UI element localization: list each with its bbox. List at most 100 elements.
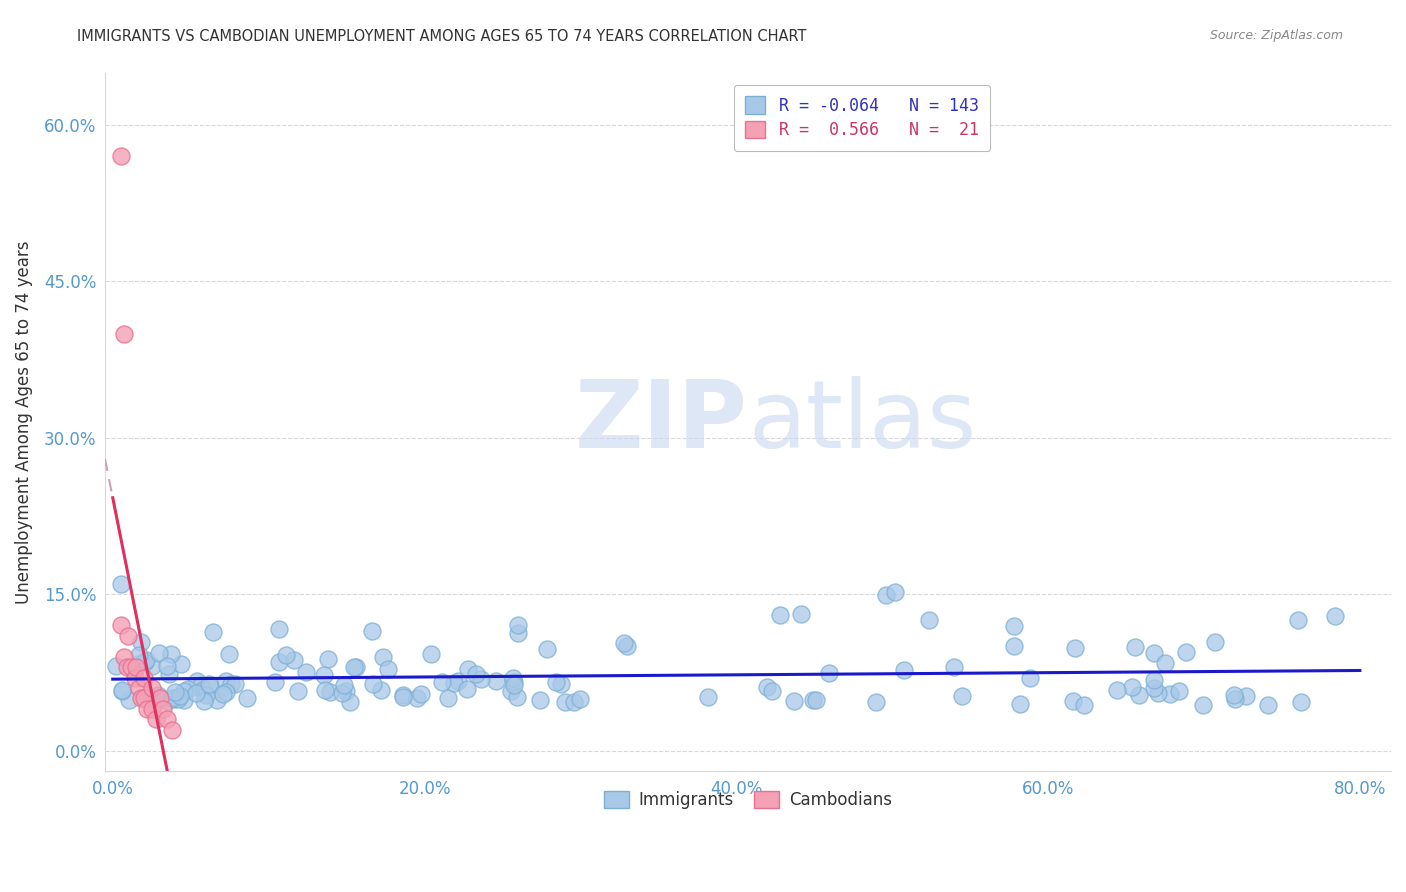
Point <box>111 682 134 697</box>
Point <box>1223 688 1246 702</box>
Point <box>316 651 339 665</box>
Point <box>950 689 973 703</box>
Point <box>1142 681 1164 695</box>
Point <box>697 690 720 704</box>
Point <box>918 613 941 627</box>
Point <box>267 622 290 636</box>
Point <box>319 685 342 699</box>
Point <box>112 326 135 341</box>
Point <box>135 653 157 667</box>
Point <box>148 646 170 660</box>
Point <box>314 683 336 698</box>
Point <box>465 667 488 681</box>
Point <box>207 693 229 707</box>
Point <box>361 624 384 638</box>
Point <box>1019 672 1042 686</box>
Point <box>391 690 413 705</box>
Point <box>132 691 155 706</box>
Point <box>569 691 592 706</box>
Point <box>562 695 585 709</box>
Point <box>1143 646 1166 660</box>
Point <box>1062 694 1084 708</box>
Point <box>943 660 966 674</box>
Point <box>1010 697 1032 711</box>
Point <box>127 657 149 671</box>
Point <box>405 691 427 706</box>
Point <box>274 648 297 662</box>
Point <box>1323 609 1346 624</box>
Point <box>145 712 167 726</box>
Point <box>267 655 290 669</box>
Point <box>157 666 180 681</box>
Point <box>1289 695 1312 709</box>
Point <box>344 659 367 673</box>
Point <box>197 677 219 691</box>
Point <box>1154 656 1177 670</box>
Point <box>115 660 138 674</box>
Point <box>132 671 155 685</box>
Point <box>165 685 187 699</box>
Point <box>152 702 174 716</box>
Point <box>801 692 824 706</box>
Point <box>419 648 441 662</box>
Point <box>110 149 132 163</box>
Point <box>110 618 132 632</box>
Point <box>335 684 357 698</box>
Point <box>391 688 413 702</box>
Point <box>1146 686 1168 700</box>
Point <box>503 678 526 692</box>
Point <box>769 607 792 622</box>
Point <box>156 659 179 673</box>
Point <box>186 685 208 699</box>
Text: IMMIGRANTS VS CAMBODIAN UNEMPLOYMENT AMONG AGES 65 TO 74 YEARS CORRELATION CHART: IMMIGRANTS VS CAMBODIAN UNEMPLOYMENT AMO… <box>77 29 807 44</box>
Point <box>1073 698 1095 712</box>
Point <box>503 675 526 690</box>
Point <box>173 684 195 698</box>
Point <box>1192 698 1215 712</box>
Point <box>865 695 887 709</box>
Point <box>1257 698 1279 712</box>
Point <box>1064 640 1087 655</box>
Point <box>501 684 523 698</box>
Point <box>129 691 152 706</box>
Point <box>104 659 127 673</box>
Point <box>1128 688 1150 702</box>
Point <box>138 690 160 705</box>
Point <box>148 688 170 702</box>
Point <box>156 693 179 707</box>
Text: ZIP: ZIP <box>575 376 748 468</box>
Point <box>148 691 170 706</box>
Point <box>546 675 568 690</box>
Point <box>506 618 529 632</box>
Point <box>195 688 218 702</box>
Point <box>443 676 465 690</box>
Text: Source: ZipAtlas.com: Source: ZipAtlas.com <box>1209 29 1343 42</box>
Point <box>447 674 470 689</box>
Point <box>215 685 238 699</box>
Point <box>1167 683 1189 698</box>
Point <box>371 649 394 664</box>
Point <box>287 684 309 698</box>
Point <box>893 663 915 677</box>
Point <box>370 683 392 698</box>
Point <box>283 653 305 667</box>
Point <box>156 712 179 726</box>
Point <box>817 666 839 681</box>
Point <box>111 684 134 698</box>
Point <box>361 677 384 691</box>
Point <box>128 681 150 695</box>
Point <box>125 660 148 674</box>
Point <box>170 657 193 672</box>
Point <box>508 626 530 640</box>
Point <box>219 677 242 691</box>
Point <box>141 681 163 695</box>
Point <box>201 625 224 640</box>
Point <box>536 642 558 657</box>
Text: atlas: atlas <box>748 376 976 468</box>
Point <box>162 690 184 705</box>
Point <box>120 660 142 674</box>
Point <box>1121 680 1143 694</box>
Point <box>173 692 195 706</box>
Point <box>613 636 636 650</box>
Point <box>110 576 132 591</box>
